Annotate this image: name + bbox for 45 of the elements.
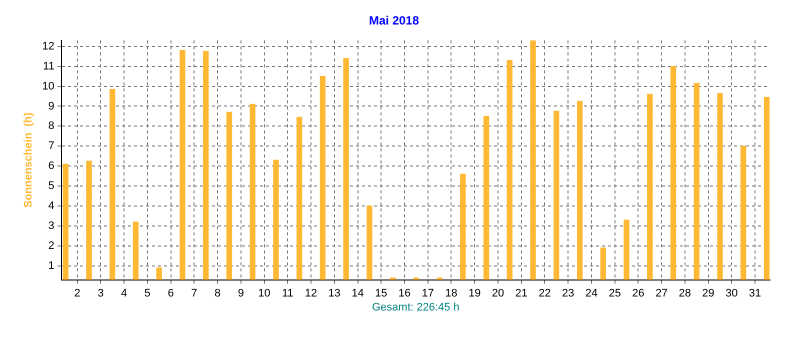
x-tick-label: 3 [98, 287, 104, 300]
x-tick-label: 10 [258, 287, 270, 300]
y-tick-label: 9 [48, 100, 54, 112]
y-tick-label: 1 [48, 260, 54, 272]
y-tick-label: 8 [48, 120, 54, 132]
x-tick-label: 6 [168, 287, 174, 300]
x-tick-label: 17 [422, 287, 434, 300]
x-tick-label: 4 [121, 287, 128, 300]
x-tick-label: 26 [632, 287, 644, 300]
x-tick-label: 15 [375, 287, 388, 300]
x-tick-label: 13 [328, 287, 341, 300]
y-tick-label: 4 [48, 200, 54, 212]
text: Gesamt: 226:45 h [372, 301, 460, 314]
y-tick-label: 5 [48, 180, 54, 192]
y-axis-title: Sonnenschein (h) [22, 112, 35, 208]
y-tick-label: 2 [48, 240, 54, 252]
x-tick-label: 9 [238, 287, 244, 300]
x-tick-label: 24 [585, 287, 598, 300]
x-tick-label: 30 [726, 287, 738, 300]
x-tick-label: 2 [74, 287, 80, 300]
x-tick-label: 22 [538, 287, 551, 300]
y-tick-label: 3 [48, 220, 54, 232]
x-tick-label: 18 [445, 287, 458, 300]
x-tick-label: 29 [702, 287, 714, 300]
x-tick-label: 16 [398, 287, 411, 300]
x-tick-label: 28 [678, 287, 692, 300]
x-tick-label: 14 [352, 287, 364, 300]
x-tick-label: 8 [214, 287, 221, 300]
y-tick-label: 12 [42, 40, 54, 52]
x-tick-label: 7 [191, 287, 198, 300]
x-tick-label: 20 [492, 287, 504, 300]
x-tick-label: 12 [304, 287, 318, 300]
x-tick-label: 27 [655, 287, 668, 300]
x-tick-label: 23 [562, 287, 574, 300]
x-tick-label: 11 [282, 287, 294, 300]
y-tick-label: 6 [48, 160, 54, 172]
x-tick-label: 21 [515, 287, 528, 300]
y-tick-label: 10 [42, 80, 54, 92]
x-tick-label: 5 [144, 287, 150, 300]
x-tick-label: 25 [608, 287, 621, 300]
x-tick-label: 31 [748, 287, 762, 300]
chart-title: Mai 2018 [368, 14, 420, 28]
y-tick-label: 7 [48, 140, 54, 152]
y-tick-label: 11 [43, 60, 54, 72]
x-tick-label: 19 [468, 287, 481, 300]
